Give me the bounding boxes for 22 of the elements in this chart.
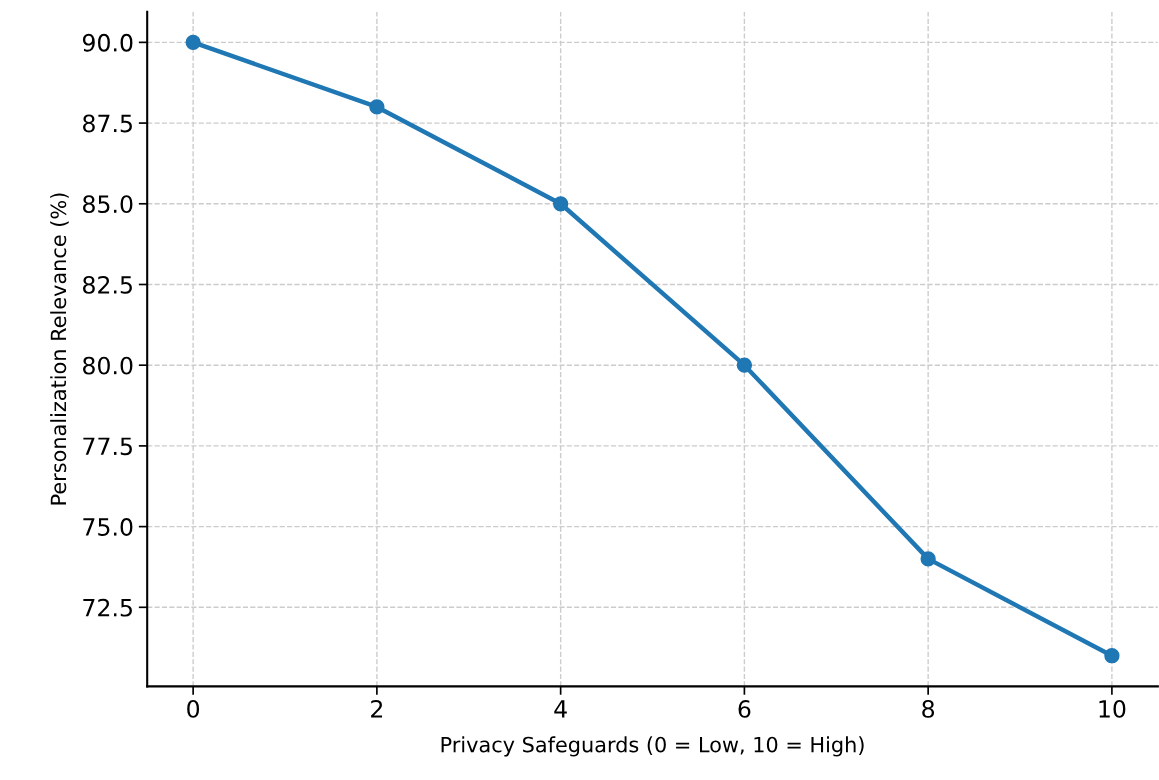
point [1104,648,1120,664]
point [185,34,201,51]
x-axis-title: Privacy Safeguards (0 = Low, 10 = High) [441,736,864,757]
y-tick-label: 90.0 [82,33,133,52]
x-tick-label: 6 [738,700,751,718]
y-tick-label: 82.5 [83,275,132,294]
point [920,551,936,567]
y-tick-label: 75.0 [83,518,133,536]
point [736,357,753,373]
x-tick-label: 0 [187,700,200,718]
y-tick-label: 77.5 [83,437,132,456]
point [553,196,569,212]
y-tick-label: 72.5 [83,598,132,617]
point [369,99,385,115]
x-tick-label: 10 [1099,700,1126,718]
y-tick-label: 80.0 [83,356,133,375]
y-tick-label: 87.5 [83,114,132,133]
x-tick-label: 4 [554,700,567,718]
y-tick-label: 85.0 [83,195,133,214]
x-tick-label: 2 [371,700,383,718]
y-axis-title: Personalization Relevance (%) [50,193,69,505]
x-tick-label: 8 [922,700,935,718]
